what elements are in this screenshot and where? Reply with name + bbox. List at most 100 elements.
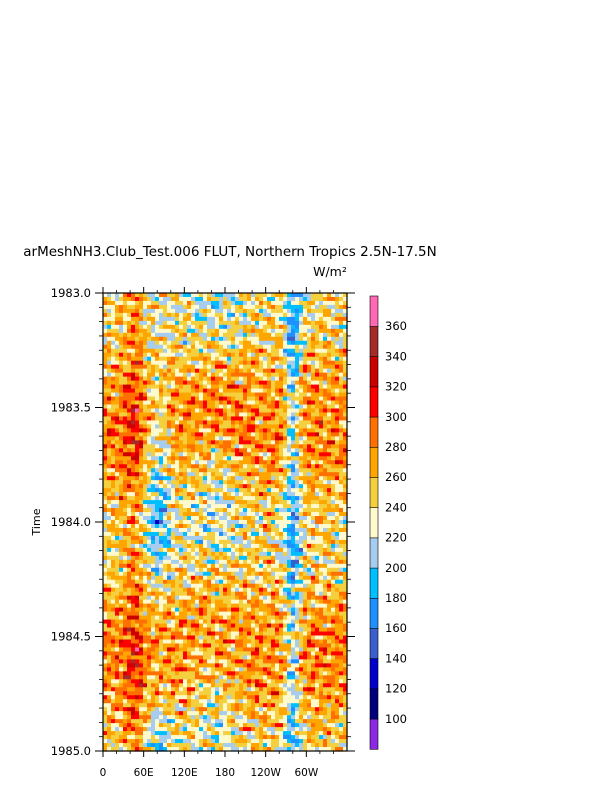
heatmap-cell xyxy=(135,480,140,485)
heatmap-cell xyxy=(323,400,328,406)
heatmap-cell xyxy=(303,412,308,418)
heatmap-cell xyxy=(187,364,192,370)
heatmap-cell xyxy=(215,372,220,378)
heatmap-cell xyxy=(123,304,128,310)
heatmap-cell xyxy=(115,452,120,457)
heatmap-cell xyxy=(139,527,144,533)
heatmap-cell xyxy=(343,344,348,350)
heatmap-cell xyxy=(119,520,124,525)
heatmap-cell xyxy=(311,412,316,418)
heatmap-cell xyxy=(163,531,168,537)
heatmap-cell xyxy=(199,496,204,501)
heatmap-cell xyxy=(259,468,264,473)
heatmap-cell xyxy=(139,531,144,537)
heatmap-cell xyxy=(223,332,228,338)
heatmap-cell xyxy=(203,527,208,533)
heatmap-cell xyxy=(155,416,160,422)
heatmap-cell xyxy=(327,384,332,390)
heatmap-cell xyxy=(243,432,248,437)
heatmap-cell xyxy=(279,599,284,605)
heatmap-cell xyxy=(243,555,248,561)
heatmap-cell xyxy=(279,428,284,433)
heatmap-cell xyxy=(191,424,196,430)
heatmap-cell xyxy=(243,424,248,430)
heatmap-cell xyxy=(107,392,112,398)
heatmap-cell xyxy=(303,587,308,593)
heatmap-cell xyxy=(331,591,336,597)
heatmap-cell xyxy=(271,543,276,549)
heatmap-cell xyxy=(299,392,304,398)
heatmap-cell xyxy=(175,448,180,453)
heatmap-cell xyxy=(187,308,192,314)
heatmap-cell xyxy=(179,508,184,513)
heatmap-cell xyxy=(331,563,336,569)
heatmap-cell xyxy=(223,504,228,509)
heatmap-cell xyxy=(267,408,272,414)
heatmap-cell xyxy=(119,324,124,330)
heatmap-cell xyxy=(103,516,108,521)
heatmap-cell xyxy=(231,543,236,549)
heatmap-cell xyxy=(211,516,216,521)
heatmap-cell xyxy=(331,356,336,362)
heatmap-cell xyxy=(147,332,152,338)
heatmap-cell xyxy=(255,364,260,370)
heatmap-cell xyxy=(283,504,288,509)
heatmap-cell xyxy=(247,508,252,513)
heatmap-cell xyxy=(139,392,144,398)
heatmap-cell xyxy=(303,504,308,509)
heatmap-cell xyxy=(291,428,296,433)
heatmap-cell xyxy=(135,575,140,581)
heatmap-cell xyxy=(323,599,328,605)
heatmap-cell xyxy=(163,416,168,422)
heatmap-cell xyxy=(163,388,168,394)
heatmap-cell xyxy=(211,488,216,493)
heatmap-cell xyxy=(251,332,256,338)
heatmap-cell xyxy=(279,320,284,326)
heatmap-cell xyxy=(115,392,120,398)
heatmap-cell xyxy=(219,504,224,509)
heatmap-cell xyxy=(211,392,216,398)
heatmap-cell xyxy=(295,332,300,338)
heatmap-cell xyxy=(119,583,124,589)
heatmap-cell xyxy=(219,316,224,322)
heatmap-cell xyxy=(215,579,220,585)
heatmap-cell xyxy=(151,328,156,334)
heatmap-cell xyxy=(147,392,152,398)
heatmap-cell xyxy=(323,559,328,565)
heatmap-cell xyxy=(135,296,140,302)
heatmap-cell xyxy=(127,404,132,410)
heatmap-cell xyxy=(247,527,252,533)
heatmap-cell xyxy=(247,428,252,433)
heatmap-cell xyxy=(139,583,144,589)
heatmap-cell xyxy=(279,587,284,593)
heatmap-cell xyxy=(247,484,252,489)
heatmap-cell xyxy=(107,352,112,358)
heatmap-cell xyxy=(231,492,236,497)
heatmap-cell xyxy=(283,591,288,597)
heatmap-cell xyxy=(239,563,244,569)
heatmap-cell xyxy=(267,488,272,493)
heatmap-cell xyxy=(155,412,160,418)
heatmap-cell xyxy=(159,304,164,310)
heatmap-cell xyxy=(243,336,248,342)
heatmap-cell xyxy=(315,472,320,477)
heatmap-cell xyxy=(303,360,308,366)
heatmap-cell xyxy=(315,293,320,298)
heatmap-cell xyxy=(195,400,200,406)
heatmap-cell xyxy=(135,348,140,354)
heatmap-cell xyxy=(115,344,120,350)
heatmap-cell xyxy=(195,360,200,366)
heatmap-cell xyxy=(339,520,344,525)
heatmap-cell xyxy=(303,464,308,469)
heatmap-cell xyxy=(131,392,136,398)
heatmap-cell xyxy=(235,464,240,469)
heatmap-cell xyxy=(143,551,148,557)
heatmap-cell xyxy=(323,308,328,314)
heatmap-cell xyxy=(111,531,116,537)
heatmap-cell xyxy=(311,392,316,398)
heatmap-cell xyxy=(119,611,124,617)
heatmap-cell xyxy=(143,520,148,525)
heatmap-cell xyxy=(183,352,188,358)
heatmap-cell xyxy=(119,296,124,302)
heatmap-cell xyxy=(147,348,152,354)
